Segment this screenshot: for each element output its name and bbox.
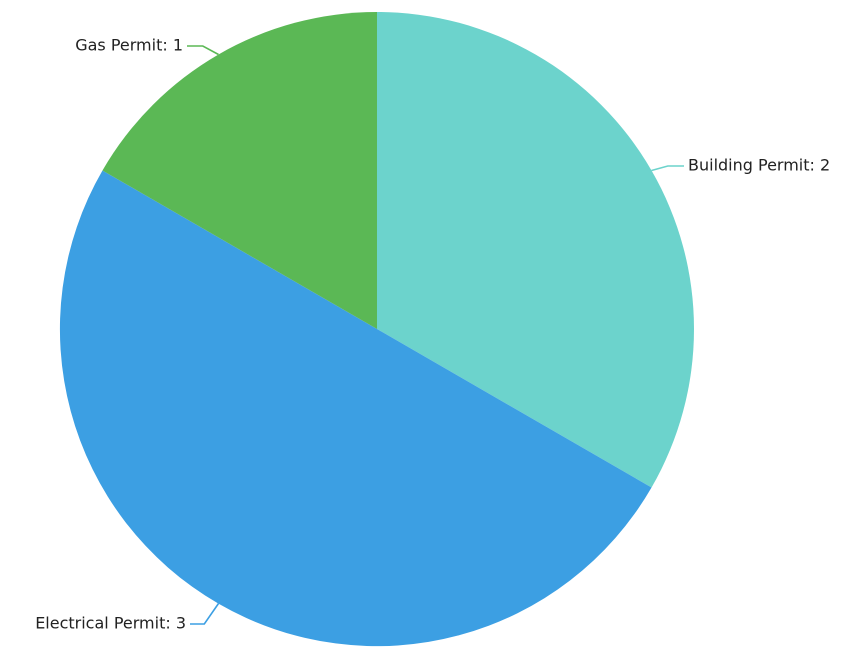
label-gas-permit: Gas Permit: 1 [75, 36, 183, 55]
label-building-permit: Building Permit: 2 [688, 156, 830, 175]
leader-line-building-permit [651, 165, 684, 172]
label-electrical-permit: Electrical Permit: 3 [35, 614, 186, 633]
pie-labels: Building Permit: 2 Electrical Permit: 3 … [35, 36, 830, 633]
pie-slice-gas-permit [102, 12, 377, 329]
leader-line-electrical-permit [190, 603, 220, 625]
pie-slice-building-permit [377, 12, 694, 488]
leader-line-gas-permit [187, 45, 219, 56]
pie-slice-electrical-permit [59, 170, 652, 647]
pie-slices [59, 12, 694, 647]
